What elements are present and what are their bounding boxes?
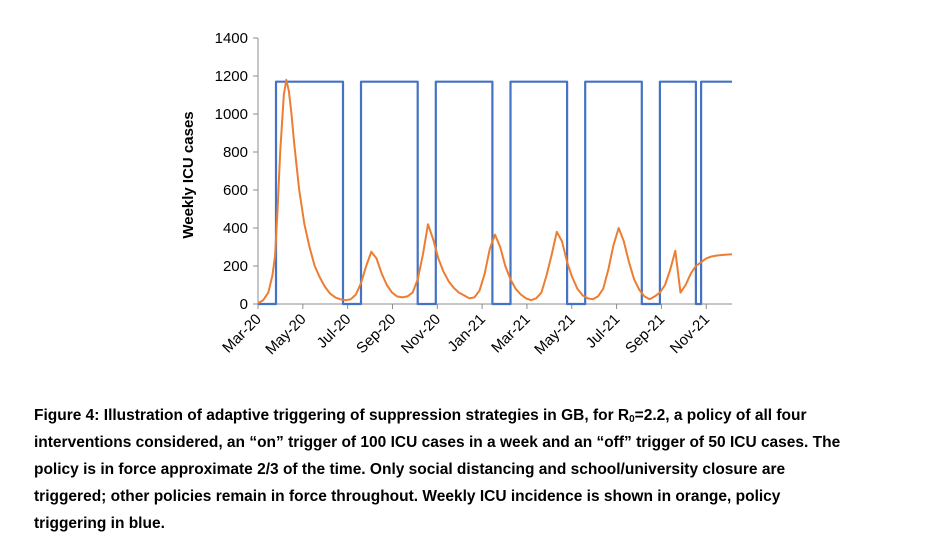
- x-tick-label: Jan-21: [444, 311, 488, 355]
- caption-line-2: interventions considered, an “on” trigge…: [34, 434, 841, 451]
- y-axis-title: Weekly ICU cases: [180, 111, 197, 238]
- y-tick-label: 600: [223, 182, 248, 199]
- x-tick-label: Jul-21: [583, 311, 624, 352]
- y-axis: 0 200 400 600 800 1000 1200 1400: [215, 30, 259, 313]
- icu-incidence-line: [257, 78, 733, 304]
- y-tick-label: 800: [223, 144, 248, 161]
- caption-line-4: triggered; other policies remain in forc…: [34, 488, 781, 505]
- x-tick-label: May-21: [531, 311, 578, 358]
- x-tick-label: Sep-21: [622, 311, 668, 357]
- y-tick-label: 1400: [215, 30, 248, 47]
- x-tick-label: Sep-20: [353, 311, 399, 357]
- caption-line-1-part-a: Figure 4: Illustration of adaptive trigg…: [34, 407, 630, 424]
- caption-line-5: triggering in blue.: [34, 515, 165, 532]
- y-tick-label: 200: [223, 258, 248, 275]
- x-tick-label: Mar-20: [219, 311, 265, 357]
- y-tick-label: 400: [223, 220, 248, 237]
- policy-trigger-line: [258, 80, 732, 306]
- caption-line-3: policy is in force approximate 2/3 of th…: [34, 461, 786, 478]
- y-tick-label: 1000: [215, 106, 248, 123]
- x-tick-label: Nov-21: [667, 311, 713, 357]
- x-tick-label: Mar-21: [488, 311, 534, 357]
- x-tick-label: Nov-20: [398, 311, 444, 357]
- y-tick-label: 1200: [215, 68, 248, 85]
- figure-caption: Figure 4: Illustration of adaptive trigg…: [34, 402, 896, 537]
- caption-line-1: Figure 4: Illustration of adaptive trigg…: [34, 407, 807, 425]
- x-tick-label: Jul-20: [314, 311, 355, 352]
- caption-line-1-part-b: =2.2, a policy of all four: [634, 407, 807, 424]
- r0-subscript: 0: [629, 414, 635, 425]
- series-layer: [257, 78, 733, 306]
- y-tick-label: 0: [240, 296, 248, 313]
- x-tick-label: May-20: [262, 311, 309, 358]
